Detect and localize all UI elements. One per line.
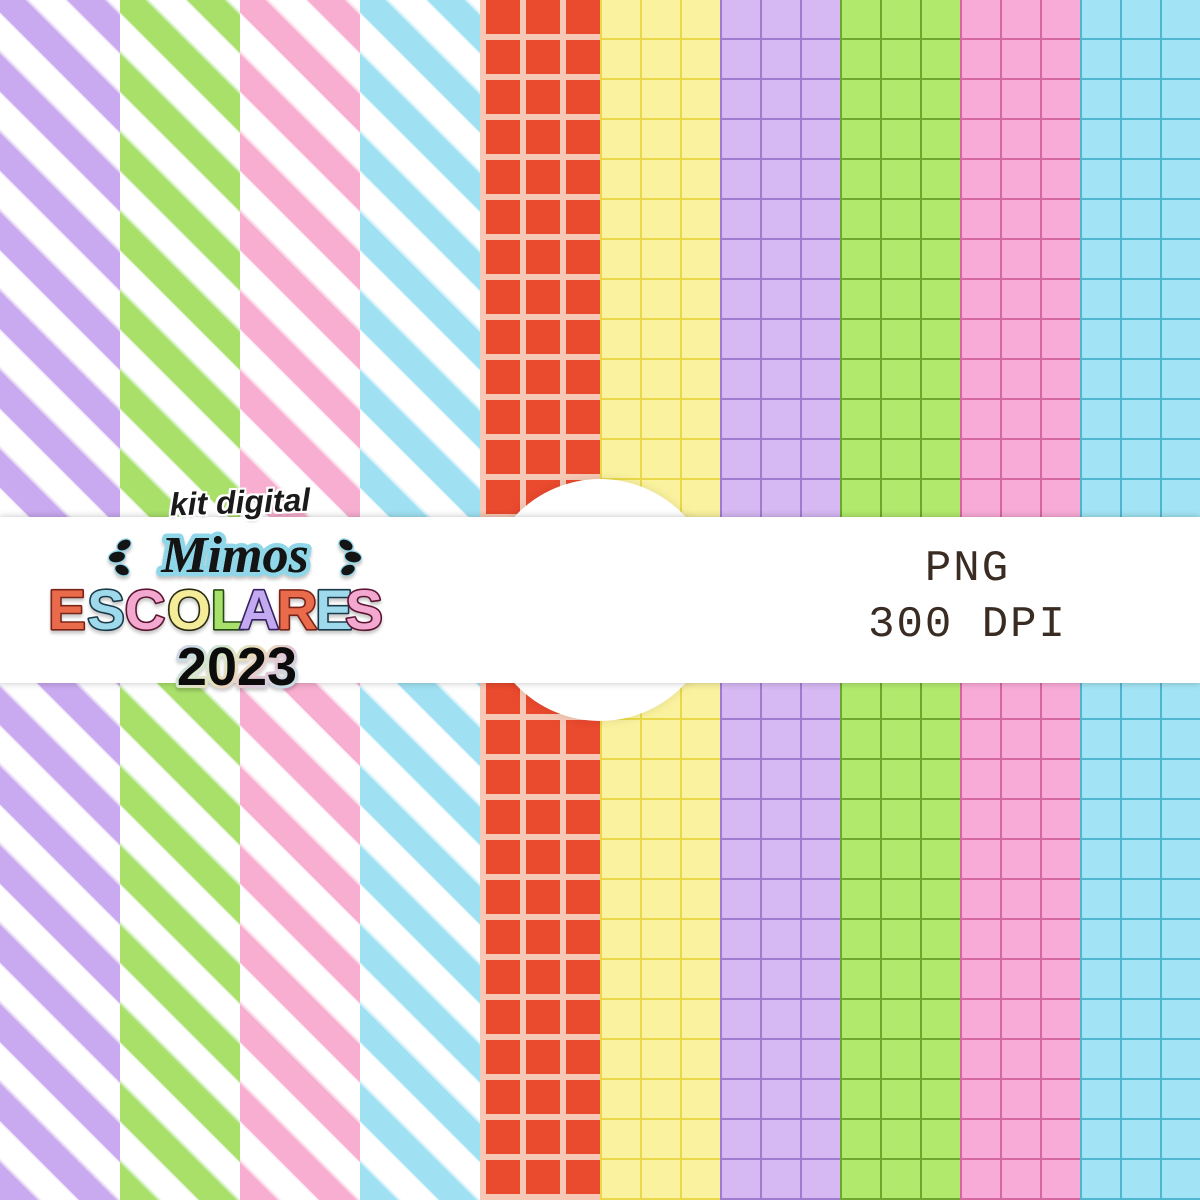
svg-text:S: S [345,581,382,641]
svg-text:A: A [239,581,279,641]
svg-text:O: O [167,581,211,641]
svg-text:R: R [277,581,317,641]
svg-text:S: S [87,581,124,641]
svg-text:C: C [125,581,165,641]
svg-text:Mimos: Mimos [160,527,308,584]
svg-text:2023: 2023 [177,645,297,695]
svg-text:E: E [48,581,85,641]
